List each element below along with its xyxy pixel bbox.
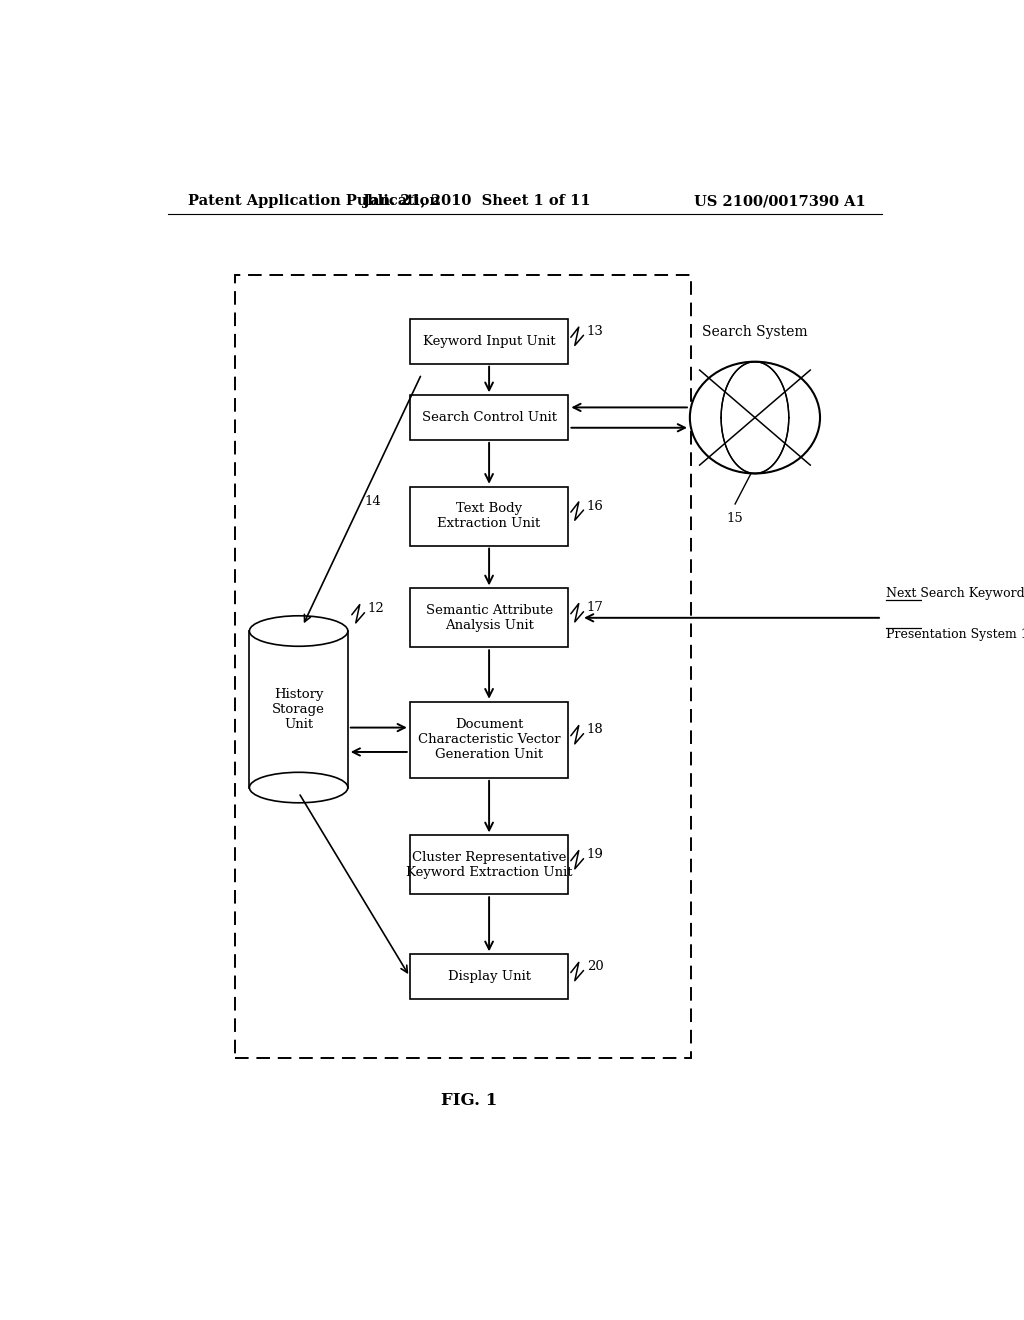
Text: Search System: Search System — [702, 325, 808, 339]
Bar — [410, 395, 568, 440]
Text: Text Body
Extraction Unit: Text Body Extraction Unit — [437, 502, 541, 531]
Bar — [410, 702, 568, 777]
Bar — [410, 836, 568, 894]
Text: Jan. 21, 2010  Sheet 1 of 11: Jan. 21, 2010 Sheet 1 of 11 — [364, 194, 591, 209]
Bar — [410, 589, 568, 647]
Bar — [250, 631, 348, 788]
Bar — [410, 487, 568, 545]
Text: Cluster Representative
Keyword Extraction Unit: Cluster Representative Keyword Extractio… — [406, 851, 572, 879]
Text: 19: 19 — [587, 849, 603, 861]
Text: Next Search Keyword: Next Search Keyword — [886, 586, 1024, 599]
Text: Patent Application Publication: Patent Application Publication — [187, 194, 439, 209]
Text: 20: 20 — [587, 960, 603, 973]
Text: 15: 15 — [727, 512, 743, 525]
Text: FIG. 1: FIG. 1 — [441, 1092, 498, 1109]
Bar — [236, 276, 691, 1057]
Text: 12: 12 — [368, 602, 384, 615]
Text: Keyword Input Unit: Keyword Input Unit — [423, 335, 555, 348]
Bar — [410, 319, 568, 364]
Ellipse shape — [250, 615, 348, 647]
Ellipse shape — [690, 362, 820, 474]
Ellipse shape — [250, 772, 348, 803]
Text: US 2100/0017390 A1: US 2100/0017390 A1 — [694, 194, 866, 209]
Text: Display Unit: Display Unit — [447, 970, 530, 983]
Text: 17: 17 — [587, 601, 603, 614]
Text: Document
Characteristic Vector
Generation Unit: Document Characteristic Vector Generatio… — [418, 718, 560, 762]
Text: 13: 13 — [587, 325, 603, 338]
Text: History
Storage
Unit: History Storage Unit — [272, 688, 325, 731]
Bar — [410, 954, 568, 999]
Text: Search Control Unit: Search Control Unit — [422, 411, 557, 424]
Text: 16: 16 — [587, 499, 603, 512]
Text: 14: 14 — [365, 495, 381, 508]
Text: 18: 18 — [587, 723, 603, 737]
Text: Presentation System 11: Presentation System 11 — [886, 628, 1024, 642]
Text: Semantic Attribute
Analysis Unit: Semantic Attribute Analysis Unit — [426, 603, 553, 632]
